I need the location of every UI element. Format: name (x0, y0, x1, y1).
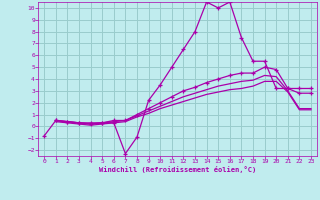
X-axis label: Windchill (Refroidissement éolien,°C): Windchill (Refroidissement éolien,°C) (99, 166, 256, 173)
